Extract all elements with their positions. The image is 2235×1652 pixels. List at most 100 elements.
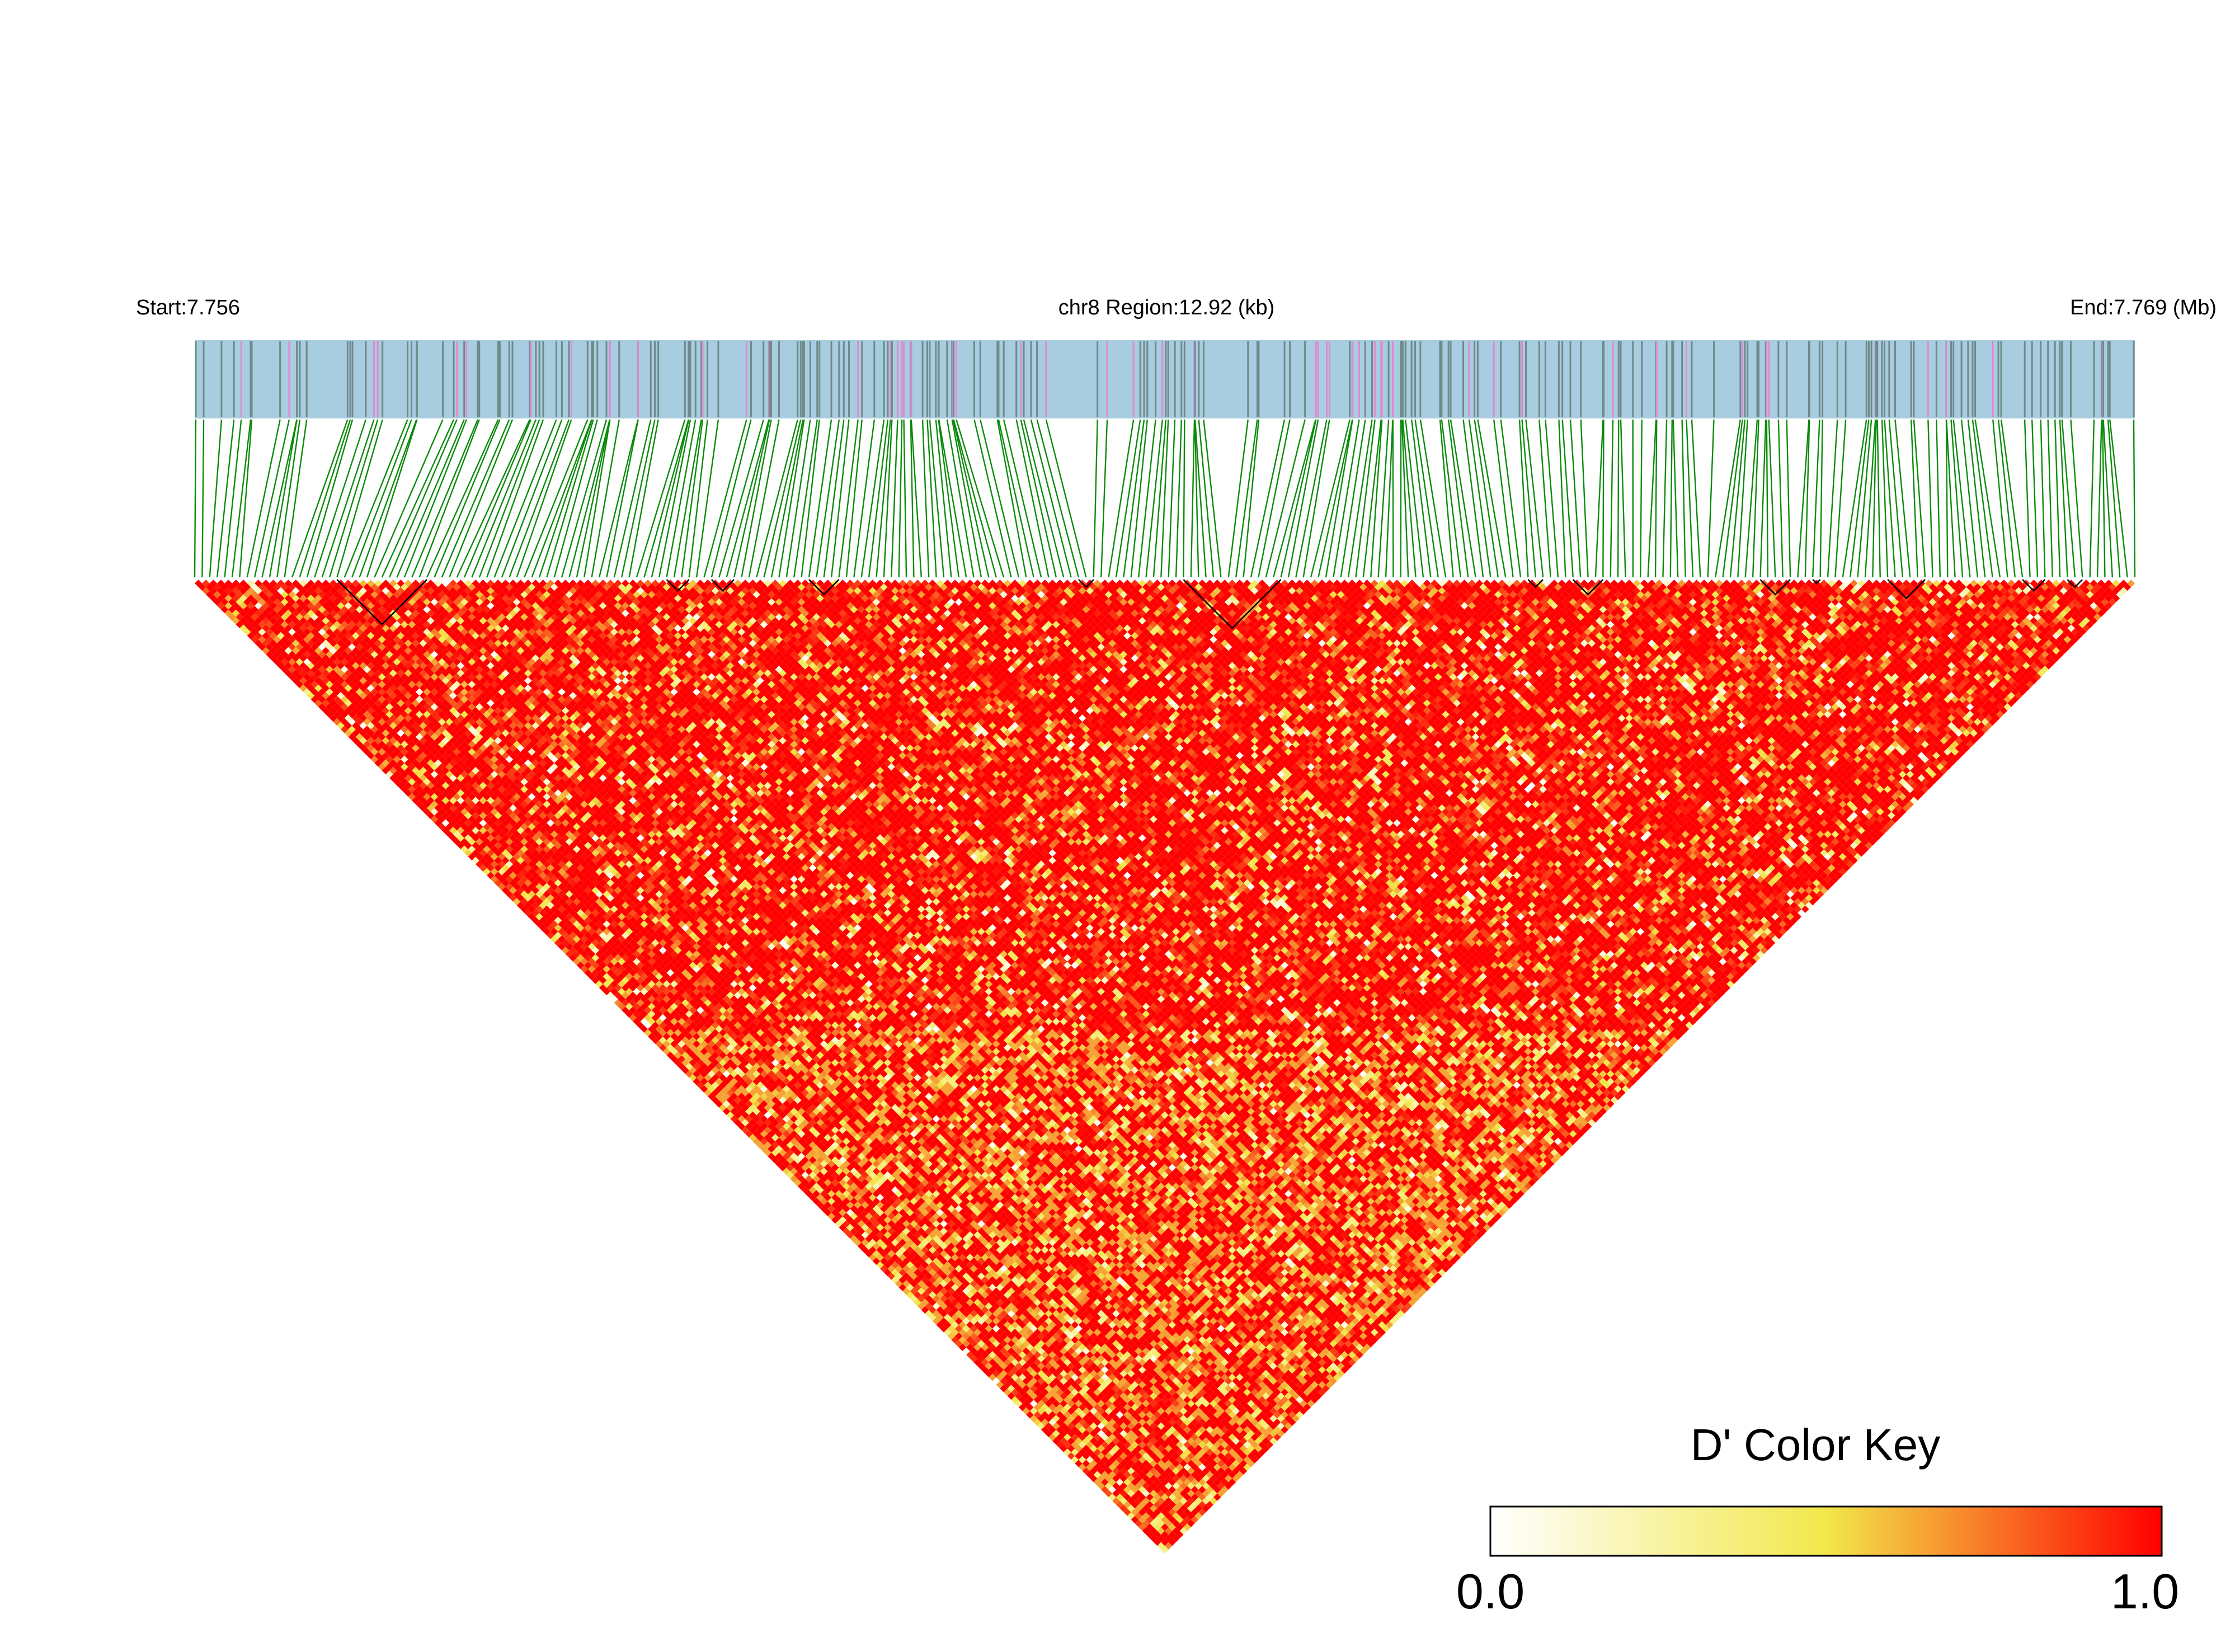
ld-cell bbox=[801, 1179, 809, 1187]
ld-cell bbox=[228, 605, 236, 614]
snp-connector bbox=[1347, 419, 1373, 578]
ld-cell bbox=[509, 894, 517, 902]
snp-connector bbox=[1477, 419, 1507, 578]
ld-cell bbox=[1037, 1422, 1045, 1430]
snp-connector bbox=[681, 419, 704, 578]
ld-cell bbox=[775, 1160, 783, 1168]
ld-cell bbox=[464, 841, 472, 850]
ld-cell bbox=[981, 1358, 989, 1366]
snp-connector bbox=[291, 419, 349, 578]
ld-cell bbox=[962, 1340, 970, 1348]
snp-connector bbox=[718, 419, 764, 578]
snp-connector bbox=[1175, 419, 1182, 578]
ld-cell bbox=[295, 680, 304, 689]
ld-cell bbox=[865, 1242, 873, 1250]
ld-cell bbox=[1150, 1535, 1158, 1542]
snp-connector bbox=[1145, 419, 1164, 578]
snp-connector bbox=[726, 419, 770, 578]
snp-connector bbox=[838, 419, 859, 578]
ld-cell bbox=[494, 879, 502, 887]
ld-cell bbox=[498, 883, 506, 891]
ld-cell bbox=[685, 1070, 693, 1078]
ld-cell bbox=[573, 958, 581, 966]
snp-connector bbox=[1160, 419, 1169, 578]
ld-cell bbox=[266, 643, 274, 651]
snp-connector bbox=[1302, 419, 1330, 578]
ld-cell bbox=[756, 1141, 764, 1149]
ld-cell bbox=[1064, 1448, 1071, 1456]
ld-cell bbox=[1015, 1400, 1023, 1408]
snp-connector bbox=[2031, 419, 2039, 578]
snp-connector bbox=[1691, 419, 1701, 578]
ld-cell bbox=[576, 961, 585, 969]
ld-cell bbox=[587, 965, 596, 973]
ld-cell bbox=[326, 710, 333, 718]
ld-cell bbox=[958, 1343, 967, 1352]
ld-cell bbox=[869, 1254, 877, 1262]
ld-cell bbox=[232, 616, 240, 625]
ld-cell bbox=[880, 1257, 888, 1265]
snp-connector bbox=[2070, 419, 2083, 578]
snp-connector bbox=[1203, 419, 1222, 578]
ld-cell bbox=[490, 868, 498, 876]
ld-cell bbox=[745, 1130, 753, 1138]
snp-connector bbox=[411, 419, 479, 578]
snp-connector bbox=[314, 419, 367, 578]
ld-cell bbox=[625, 1010, 633, 1018]
snp-connector bbox=[935, 419, 952, 578]
snp-connector bbox=[1362, 419, 1382, 578]
ld-cell bbox=[352, 737, 360, 745]
ld-cell bbox=[677, 1062, 686, 1071]
snp-connector bbox=[1265, 419, 1306, 578]
ld-cell bbox=[891, 1276, 899, 1284]
ld-cell bbox=[213, 598, 221, 606]
ld-cell bbox=[202, 587, 210, 595]
snp-connector bbox=[328, 419, 379, 578]
ld-cell bbox=[910, 1287, 918, 1295]
ld-cell bbox=[790, 1168, 798, 1175]
snp-connector bbox=[1997, 419, 2016, 578]
snp-connector bbox=[823, 419, 845, 578]
ld-cell bbox=[711, 1096, 719, 1104]
ld-cell bbox=[595, 972, 603, 981]
snp-connector bbox=[1558, 419, 1566, 578]
ld-cell bbox=[419, 804, 427, 812]
ld-cell bbox=[618, 1003, 625, 1010]
ld-cell bbox=[801, 1186, 809, 1194]
snp-connector bbox=[1137, 419, 1156, 578]
ld-cell bbox=[1041, 1426, 1049, 1434]
ld-cell bbox=[1093, 1478, 1102, 1486]
ld-cell bbox=[1004, 1389, 1011, 1396]
ld-cell bbox=[977, 1354, 985, 1363]
snp-connector bbox=[321, 419, 375, 578]
snp-connector bbox=[463, 419, 532, 578]
snp-connector bbox=[1272, 419, 1316, 578]
ld-cell bbox=[366, 751, 375, 760]
ld-cell bbox=[929, 1306, 937, 1314]
snp-connector bbox=[1561, 419, 1574, 578]
ld-cell bbox=[352, 729, 360, 737]
ld-cell bbox=[273, 651, 281, 658]
ld-cell bbox=[419, 797, 427, 804]
ld-cell bbox=[378, 755, 386, 764]
ld-cell bbox=[689, 1066, 697, 1074]
snp-connector bbox=[269, 419, 298, 578]
ld-cell bbox=[790, 1175, 798, 1183]
snp-connector bbox=[1023, 419, 1065, 578]
snp-connector bbox=[194, 419, 197, 578]
ld-cell bbox=[348, 733, 356, 741]
snp-connector bbox=[1729, 419, 1746, 578]
ld-cell bbox=[734, 1119, 742, 1127]
snp-connector bbox=[1036, 419, 1080, 578]
ld-cell bbox=[719, 1096, 727, 1104]
ld-cell bbox=[412, 789, 420, 797]
ld-cell bbox=[891, 1268, 899, 1277]
snp-connector bbox=[1045, 419, 1087, 578]
ld-cell bbox=[962, 1347, 970, 1355]
snp-connector bbox=[1243, 419, 1260, 578]
snp-connector bbox=[1183, 419, 1185, 578]
ld-cell bbox=[902, 1287, 910, 1295]
ld-cell bbox=[310, 695, 318, 703]
ld-cell bbox=[423, 808, 431, 816]
ld-cell bbox=[449, 826, 457, 835]
